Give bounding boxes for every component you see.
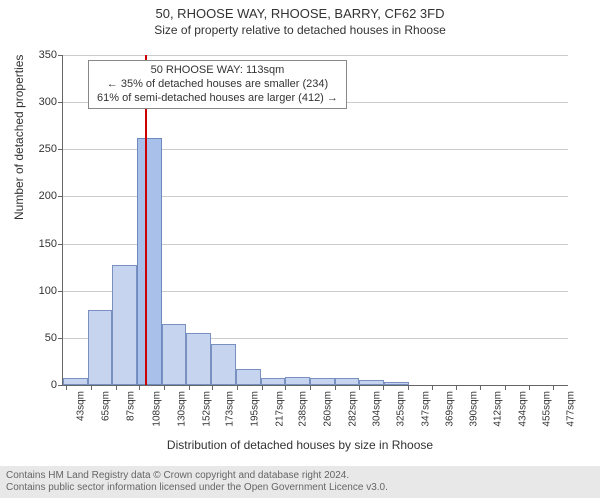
footer-line-1: Contains HM Land Registry data © Crown c… [6,470,594,482]
ytick-mark [58,244,63,245]
xtick-mark [505,385,506,390]
xtick-mark [456,385,457,390]
ytick-mark [58,291,63,292]
ytick-mark [58,55,63,56]
histogram-bar [211,344,236,385]
histogram-bar [186,333,211,385]
ytick-mark [58,149,63,150]
histogram-bar [63,378,88,385]
xtick-label: 434sqm [517,391,528,427]
callout-line-1: 50 RHOOSE WAY: 113sqm [97,64,338,78]
callout-line-2: ← 35% of detached houses are smaller (23… [97,78,338,92]
ytick-label: 250 [39,143,57,155]
ytick-label: 150 [39,238,57,250]
chart-subtitle: Size of property relative to detached ho… [0,21,600,37]
xtick-mark [262,385,263,390]
histogram-bar [112,265,137,385]
xtick-mark [91,385,92,390]
histogram-bar [162,324,187,385]
histogram-bar [359,380,384,385]
footer-line-2: Contains public sector information licen… [6,482,594,494]
xtick-mark [116,385,117,390]
xtick-label: 108sqm [152,391,163,427]
ytick-label: 100 [39,285,57,297]
xtick-mark [285,385,286,390]
ytick-label: 350 [39,49,57,61]
xtick-mark [189,385,190,390]
ytick-mark [58,385,63,386]
footer-attribution: Contains HM Land Registry data © Crown c… [0,466,600,498]
xtick-mark [212,385,213,390]
xtick-mark [164,385,165,390]
xtick-mark [335,385,336,390]
xtick-label: 325sqm [395,391,406,427]
grid-line [63,55,568,56]
xtick-mark [480,385,481,390]
xtick-mark [310,385,311,390]
xtick-mark [553,385,554,390]
xtick-label: 477sqm [566,391,577,427]
xtick-label: 238sqm [297,391,308,427]
histogram-bar [310,378,335,385]
ytick-mark [58,196,63,197]
xtick-mark [139,385,140,390]
ytick-mark [58,338,63,339]
histogram-bar [88,310,113,385]
y-axis-label: Number of detached properties [12,55,26,220]
xtick-label: 282sqm [347,391,358,427]
xtick-mark [66,385,67,390]
histogram-bar [335,378,360,385]
ytick-label: 50 [45,332,57,344]
xtick-label: 369sqm [444,391,455,427]
ytick-mark [58,102,63,103]
xtick-mark [408,385,409,390]
xtick-label: 65sqm [101,391,112,421]
chart-container: { "title": "50, RHOOSE WAY, RHOOSE, BARR… [0,0,600,500]
ytick-label: 200 [39,190,57,202]
xtick-label: 455sqm [541,391,552,427]
histogram-bar [137,138,162,385]
xtick-label: 173sqm [225,391,236,427]
xtick-label: 43sqm [76,391,87,421]
xtick-label: 87sqm [125,391,136,421]
xtick-mark [359,385,360,390]
xtick-label: 217sqm [274,391,285,427]
xtick-label: 130sqm [176,391,187,427]
xtick-label: 195sqm [249,391,260,427]
callout-line-3: 61% of semi-detached houses are larger (… [97,92,338,106]
chart-title: 50, RHOOSE WAY, RHOOSE, BARRY, CF62 3FD [0,0,600,21]
histogram-bar [285,377,310,385]
ytick-label: 300 [39,96,57,108]
callout-box: 50 RHOOSE WAY: 113sqm ← 35% of detached … [88,60,347,109]
histogram-bar [261,378,286,385]
histogram-bar [236,369,261,385]
xtick-label: 412sqm [493,391,504,427]
xtick-label: 304sqm [372,391,383,427]
ytick-label: 0 [51,379,57,391]
xtick-label: 152sqm [201,391,212,427]
x-axis-label: Distribution of detached houses by size … [0,438,600,452]
xtick-label: 347sqm [420,391,431,427]
xtick-label: 390sqm [468,391,479,427]
xtick-mark [529,385,530,390]
xtick-label: 260sqm [322,391,333,427]
xtick-mark [383,385,384,390]
histogram-bar [384,382,409,385]
xtick-mark [237,385,238,390]
xtick-mark [432,385,433,390]
